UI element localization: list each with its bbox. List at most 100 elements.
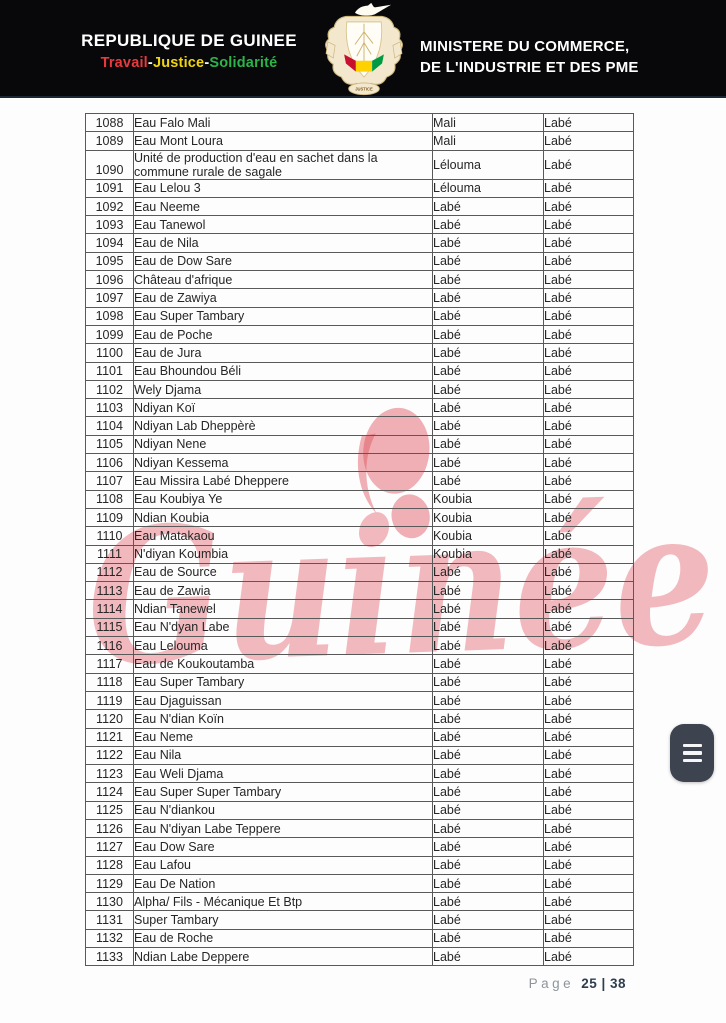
- cell-pref: Labé: [432, 672, 544, 692]
- cell-pref: Labé: [432, 818, 544, 839]
- cell-pref: Lélouma: [432, 149, 544, 180]
- cell-num: 1101: [85, 361, 134, 381]
- cell-pref: Labé: [432, 947, 544, 967]
- table-row: 1120 Eau N'dian Koïn Labé Labé: [85, 709, 634, 729]
- cell-pref: Labé: [432, 251, 544, 272]
- cell-num: 1112: [85, 562, 134, 583]
- cell-reg: Labé: [543, 581, 634, 601]
- cell-name: Wely Djama: [133, 379, 433, 400]
- table-row: 1125 Eau N'diankou Labé Labé: [85, 800, 634, 820]
- cell-pref: Labé: [432, 873, 544, 894]
- cell-num: 1096: [85, 270, 134, 290]
- cell-pref: Labé: [432, 581, 544, 601]
- hamburger-menu-icon: [682, 751, 702, 755]
- cell-reg: Labé: [543, 215, 634, 235]
- menu-button[interactable]: [670, 724, 714, 782]
- cell-num: 1102: [85, 379, 134, 400]
- table-row: 1089 Eau Mont Loura Mali Labé: [85, 131, 634, 151]
- cell-num: 1109: [85, 507, 134, 528]
- cell-pref: Labé: [432, 599, 544, 619]
- cell-num: 1131: [85, 910, 134, 930]
- table-row: 1115 Eau N'dyan Labe Labé Labé: [85, 617, 634, 638]
- cell-num: 1118: [85, 672, 134, 692]
- table-row: 1133 Ndian Labe Deppere Labé Labé: [85, 947, 634, 967]
- cell-name: Eau de Jura: [133, 343, 433, 363]
- cell-pref: Labé: [432, 837, 544, 857]
- table-row: 1092 Eau Neeme Labé Labé: [85, 196, 634, 217]
- cell-num: 1088: [85, 112, 134, 133]
- cell-num: 1099: [85, 324, 134, 345]
- cell-num: 1128: [85, 855, 134, 875]
- cell-name: Eau Neme: [133, 727, 433, 747]
- cell-num: 1092: [85, 196, 134, 217]
- motto-separator: -: [204, 55, 210, 71]
- cell-pref: Labé: [432, 361, 544, 381]
- cell-pref: Labé: [432, 562, 544, 583]
- table-row: 1117 Eau de Koukoutamba Labé Labé: [85, 654, 634, 674]
- table-row: 1111 N'diyan Koumbia Koubia Labé: [85, 544, 634, 564]
- table-row: 1101 Eau Bhoundou Béli Labé Labé: [85, 361, 634, 381]
- cell-name: Eau Koubiya Ye: [133, 489, 433, 509]
- cell-reg: Labé: [543, 526, 634, 546]
- cell-name: Ndian Koubia: [133, 507, 433, 528]
- table-row: 1119 Eau Djaguissan Labé Labé: [85, 690, 634, 711]
- cell-reg: Labé: [543, 800, 634, 820]
- cell-pref: Koubia: [432, 489, 544, 509]
- cell-num: 1125: [85, 800, 134, 820]
- cell-pref: Labé: [432, 379, 544, 400]
- cell-reg: Labé: [543, 727, 634, 747]
- cell-num: 1126: [85, 818, 134, 839]
- cell-pref: Labé: [432, 215, 544, 235]
- cell-pref: Labé: [432, 892, 544, 912]
- table-row: 1106 Ndiyan Kessema Labé Labé: [85, 453, 634, 473]
- cell-num: 1089: [85, 131, 134, 151]
- cell-num: 1094: [85, 233, 134, 253]
- cell-reg: Labé: [543, 361, 634, 381]
- cell-reg: Labé: [543, 270, 634, 290]
- cell-pref: Labé: [432, 416, 544, 436]
- cell-reg: Labé: [543, 149, 634, 180]
- table-row: 1109 Ndian Koubia Koubia Labé: [85, 507, 634, 528]
- table-row: 1098 Eau Super Tambary Labé Labé: [85, 306, 634, 326]
- cell-reg: Labé: [543, 837, 634, 857]
- cell-name: Ndiyan Koï: [133, 398, 433, 418]
- cell-reg: Labé: [543, 434, 634, 455]
- table-row: 1121 Eau Neme Labé Labé: [85, 727, 634, 747]
- cell-reg: Labé: [543, 398, 634, 418]
- ministry-block: MINISTERE DU COMMERCE, DE L'INDUSTRIE ET…: [420, 36, 639, 78]
- cell-reg: Labé: [543, 471, 634, 491]
- cell-num: 1105: [85, 434, 134, 455]
- cell-name: Eau Missira Labé Dheppere: [133, 471, 433, 491]
- table-row: 1108 Eau Koubiya Ye Koubia Labé: [85, 489, 634, 509]
- cell-pref: Labé: [432, 800, 544, 820]
- cell-pref: Labé: [432, 471, 544, 491]
- cell-pref: Koubia: [432, 526, 544, 546]
- cell-reg: Labé: [543, 745, 634, 766]
- cell-name: Ndiyan Nene: [133, 434, 433, 455]
- table-row: 1104 Ndiyan Lab Dheppèrè Labé Labé: [85, 416, 634, 436]
- table-row: 1095 Eau de Dow Sare Labé Labé: [85, 251, 634, 272]
- table-row: 1118 Eau Super Tambary Labé Labé: [85, 672, 634, 692]
- cell-name: Super Tambary: [133, 910, 433, 930]
- cell-pref: Labé: [432, 727, 544, 747]
- table-row: 1097 Eau de Zawiya Labé Labé: [85, 288, 634, 308]
- cell-reg: Labé: [543, 818, 634, 839]
- cell-reg: Labé: [543, 178, 634, 198]
- dove-icon: [354, 2, 392, 16]
- cell-pref: Labé: [432, 654, 544, 674]
- guinea-coat-of-arms-icon: JUSTICE: [325, 2, 403, 96]
- ministry-line1: MINISTERE DU COMMERCE,: [420, 38, 630, 55]
- branch-icon: [354, 23, 374, 66]
- cell-reg: Labé: [543, 196, 634, 217]
- cell-reg: Labé: [543, 306, 634, 326]
- cell-name: Eau de Roche: [133, 928, 433, 949]
- cell-pref: Lélouma: [432, 178, 544, 198]
- cell-reg: Labé: [543, 855, 634, 875]
- cell-pref: Labé: [432, 398, 544, 418]
- cell-num: 1123: [85, 764, 134, 784]
- cell-reg: Labé: [543, 288, 634, 308]
- cell-num: 1114: [85, 599, 134, 619]
- cell-pref: Mali: [432, 131, 544, 151]
- table-row: 1103 Ndiyan Koï Labé Labé: [85, 398, 634, 418]
- cell-name: Château d'afrique: [133, 270, 433, 290]
